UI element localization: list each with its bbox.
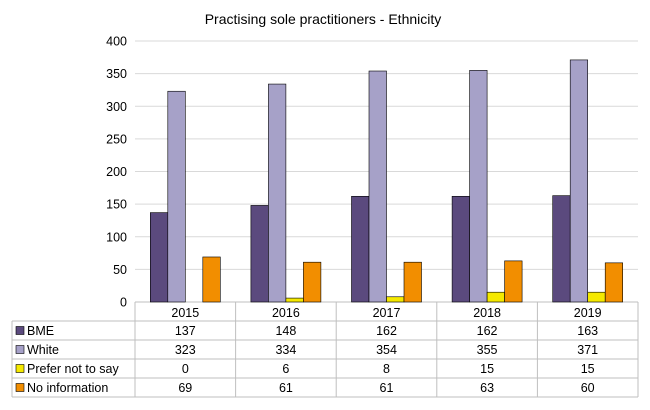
bar-prefer-not-to-say-2018 bbox=[486, 291, 505, 303]
data-label-prefer-not-to-say-2018: 15 bbox=[480, 362, 494, 376]
legend-label-white: White bbox=[27, 343, 59, 357]
data-label-white-2015: 323 bbox=[175, 343, 196, 357]
legend-label-bme: BME bbox=[27, 324, 54, 338]
chart-title: Practising sole practitioners - Ethnicit… bbox=[205, 11, 442, 27]
legend-swatch-white bbox=[15, 345, 25, 354]
data-label-no-information-2018: 63 bbox=[480, 381, 494, 395]
bar-no-information-2015 bbox=[202, 256, 221, 303]
data-label-prefer-not-to-say-2015: 0 bbox=[182, 362, 189, 376]
data-label-bme-2016: 148 bbox=[275, 324, 296, 338]
x-tick-label-2015: 2015 bbox=[171, 306, 199, 320]
bar-prefer-not-to-say-2016 bbox=[285, 297, 304, 303]
legend-swatch-prefer-not-to-say bbox=[15, 364, 25, 373]
data-label-bme-2019: 163 bbox=[577, 324, 598, 338]
data-label-white-2016: 334 bbox=[275, 343, 296, 357]
data-label-no-information-2015: 69 bbox=[178, 381, 192, 395]
bar-bme-2018 bbox=[451, 195, 470, 303]
x-tick-label-2019: 2019 bbox=[574, 306, 602, 320]
bar-white-2016 bbox=[268, 83, 287, 303]
bar-bme-2017 bbox=[351, 195, 370, 303]
data-label-bme-2017: 162 bbox=[376, 324, 397, 338]
data-label-white-2018: 355 bbox=[477, 343, 498, 357]
data-label-no-information-2017: 61 bbox=[380, 381, 394, 395]
data-table: 2015 2016 2017 2018 2019 BME 137 148 162 162 163 Wh… bbox=[11, 302, 639, 398]
bar-no-information-2017 bbox=[403, 261, 422, 303]
bar-bme-2016 bbox=[250, 205, 269, 303]
x-tick-label-2016: 2016 bbox=[272, 306, 300, 320]
bar-white-2017 bbox=[368, 70, 387, 303]
y-tick-label-150: 150 bbox=[106, 198, 127, 212]
bar-prefer-not-to-say-2017 bbox=[386, 296, 405, 303]
y-tick-label-400: 400 bbox=[106, 35, 127, 49]
y-tick-label-200: 200 bbox=[106, 165, 127, 179]
legend-swatch-no-information bbox=[15, 383, 25, 392]
x-tick-label-2018: 2018 bbox=[473, 306, 501, 320]
y-tick-label-300: 300 bbox=[106, 100, 127, 114]
y-tick-label-100: 100 bbox=[106, 230, 127, 244]
legend-label-no-information: No information bbox=[27, 381, 108, 395]
y-axis-tick-labels: 0 50 100 150 200 250 300 350 400 bbox=[106, 35, 127, 310]
data-label-prefer-not-to-say-2019: 15 bbox=[581, 362, 595, 376]
legend-label-prefer-not-to-say: Prefer not to say bbox=[27, 362, 119, 376]
bar-bme-2015 bbox=[150, 212, 169, 303]
data-label-no-information-2016: 61 bbox=[279, 381, 293, 395]
data-label-no-information-2019: 60 bbox=[581, 381, 595, 395]
y-tick-label-250: 250 bbox=[106, 132, 127, 146]
bar-no-information-2018 bbox=[504, 260, 523, 303]
data-label-white-2019: 371 bbox=[577, 343, 598, 357]
legend-swatch-bme bbox=[15, 326, 25, 335]
data-label-bme-2018: 162 bbox=[477, 324, 498, 338]
y-tick-label-0: 0 bbox=[120, 296, 127, 310]
data-label-prefer-not-to-say-2016: 6 bbox=[282, 362, 289, 376]
data-label-white-2017: 354 bbox=[376, 343, 397, 357]
data-label-prefer-not-to-say-2017: 8 bbox=[383, 362, 390, 376]
bar-no-information-2016 bbox=[303, 261, 322, 303]
y-tick-label-50: 50 bbox=[113, 263, 127, 277]
bar-white-2018 bbox=[469, 70, 488, 303]
bar-no-information-2019 bbox=[604, 262, 624, 303]
x-tick-label-2017: 2017 bbox=[373, 306, 401, 320]
bar-bme-2019 bbox=[552, 195, 571, 303]
bar-white-2015 bbox=[167, 90, 186, 303]
bar-white-2019 bbox=[569, 59, 589, 303]
bar-prefer-not-to-say-2019 bbox=[587, 291, 606, 303]
data-label-bme-2015: 137 bbox=[175, 324, 196, 338]
bars bbox=[150, 59, 624, 303]
y-tick-label-350: 350 bbox=[106, 67, 127, 81]
